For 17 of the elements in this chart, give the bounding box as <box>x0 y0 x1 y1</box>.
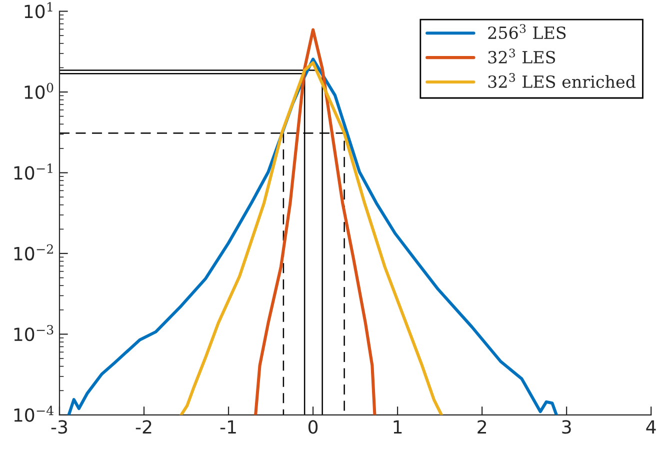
y-tick-label: 10$^{−1}$ <box>14 164 52 180</box>
x-tick-label: 3 <box>562 420 571 434</box>
x-tick-label: 4 <box>646 420 656 434</box>
x-tick-label: -1 <box>220 420 236 434</box>
x-tick-label: 1 <box>394 420 402 434</box>
x-tick-label: 0 <box>308 420 318 434</box>
y-tick-label: 10$^{−4}$ <box>14 406 54 422</box>
legend-label: 32$^{3}$ LES <box>488 48 556 64</box>
y-tick-label: 10$^{0}$ <box>24 82 54 99</box>
legend-label: 256$^{3}$ LES <box>488 24 566 40</box>
x-tick-label: -3 <box>51 420 68 434</box>
y-tick-label: 10$^{−2}$ <box>14 244 53 260</box>
x-tick-label: -2 <box>136 420 152 434</box>
y-tick-label: 10$^{−3}$ <box>14 324 54 342</box>
x-tick-label: 2 <box>478 420 486 434</box>
y-tick-label: 10$^{1}$ <box>24 2 52 18</box>
legend-label: 32$^{3}$ LES enriched <box>488 73 636 88</box>
